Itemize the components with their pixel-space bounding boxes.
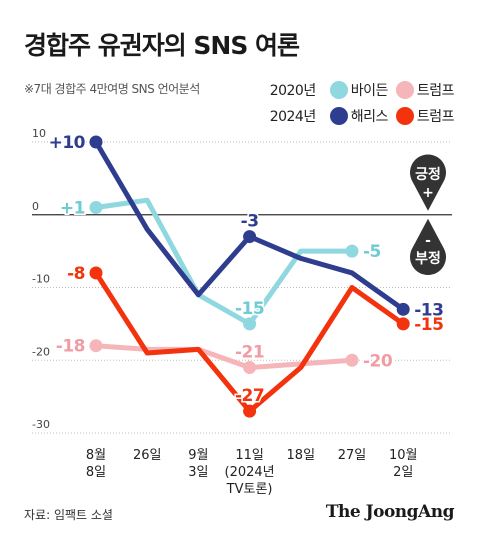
- x-tick-label: (2024년: [225, 465, 275, 480]
- data-point: [89, 200, 103, 214]
- x-tick-label: 10월: [389, 448, 418, 463]
- negative-badge-symbol: -: [425, 233, 431, 249]
- data-label: -13: [414, 300, 443, 320]
- series-2: -8 -27 -15: [66, 262, 445, 418]
- series-line: [93, 197, 355, 327]
- x-tick-label: 11일: [235, 448, 264, 463]
- negative-badge-label: 부정: [415, 250, 441, 267]
- data-label: +1: [60, 198, 85, 218]
- data-label: -18: [56, 337, 85, 357]
- y-tick-label: 10: [32, 127, 46, 140]
- data-point: [243, 404, 257, 418]
- data-point: [89, 135, 103, 149]
- x-tick-label: 26일: [133, 448, 162, 463]
- positive-badge: [410, 154, 447, 211]
- x-tick-label: 9월: [188, 448, 208, 463]
- y-tick-label: -30: [32, 418, 50, 431]
- y-tick-label: -20: [32, 345, 50, 358]
- legend-row-2024: 2024년 해리스 트럼프: [269, 106, 455, 126]
- data-point: [243, 361, 257, 375]
- legend-swatch-trump-2024: [395, 107, 414, 125]
- legend-swatch-trump-2020: [395, 81, 414, 99]
- data-point: [396, 302, 410, 316]
- source-note: 자료: 임팩트 소셜: [24, 508, 113, 522]
- data-label: +10: [49, 133, 86, 153]
- x-axis-ticks: 8월 8일 26일 9월 3일 11일 (2024년 TV토론) 18일 27일 10월 2일: [86, 448, 418, 497]
- data-label: -3: [241, 212, 259, 232]
- x-tick-label: 3일: [188, 465, 208, 480]
- chart-title: 경합주 유권자의 SNS 여론: [24, 31, 300, 60]
- x-tick-label: 27일: [338, 448, 367, 463]
- series-line: [93, 343, 355, 371]
- legend-label-biden-2020: 바이든: [350, 83, 389, 99]
- legend-row-2020: 2020년 바이든 트럼프: [269, 80, 455, 100]
- data-label: -15: [414, 315, 443, 335]
- y-tick-label: 0: [32, 200, 39, 213]
- legend-label-harris-2024: 해리스: [350, 109, 389, 125]
- series-0: +1 -15 -5: [58, 197, 383, 331]
- data-label: -21: [235, 343, 264, 363]
- data-point: [345, 244, 359, 258]
- data-label: -8: [67, 264, 85, 284]
- legend-swatch-biden-2020: [329, 81, 348, 99]
- x-tick-label: 8월: [86, 448, 106, 463]
- series-1: -18 -21 -20: [54, 335, 395, 375]
- data-label: -20: [363, 351, 393, 371]
- series-layer: +1 -15 -5 -18 -21 -20 -8 -27 -15 +10 -3 -13: [47, 132, 445, 418]
- data-point: [345, 353, 359, 367]
- data-label: -27: [235, 386, 264, 406]
- legend-year: 2024년: [269, 109, 317, 125]
- x-tick-label: 18일: [287, 448, 316, 463]
- x-tick-label: TV토론): [226, 482, 273, 497]
- x-tick-label: 2일: [393, 465, 413, 480]
- positive-badge-symbol: +: [422, 185, 434, 201]
- sentiment-badges: 긍정 + -부정: [410, 154, 447, 275]
- legend-label-trump-2024: 트럼프: [416, 109, 455, 125]
- positive-badge-label: 긍정: [415, 166, 441, 183]
- data-point: [89, 266, 103, 280]
- chart-note: ※7대 경합주 4만여명 SNS 언어분석: [24, 82, 200, 96]
- data-label: -15: [235, 299, 264, 319]
- publisher-logo: The JoongAng: [325, 502, 455, 522]
- data-point: [396, 317, 410, 331]
- legend-year: 2020년: [269, 83, 317, 99]
- series-3: +10 -3 -13: [47, 132, 445, 322]
- data-point: [243, 317, 257, 331]
- legend-label-trump-2020: 트럼프: [416, 83, 455, 99]
- data-point: [243, 230, 257, 244]
- data-point: [89, 339, 103, 353]
- x-tick-label: 8일: [86, 465, 106, 480]
- data-label: -5: [363, 242, 381, 262]
- negative-badge: [410, 218, 447, 275]
- legend-swatch-harris-2024: [329, 107, 348, 125]
- y-tick-label: -10: [32, 273, 50, 286]
